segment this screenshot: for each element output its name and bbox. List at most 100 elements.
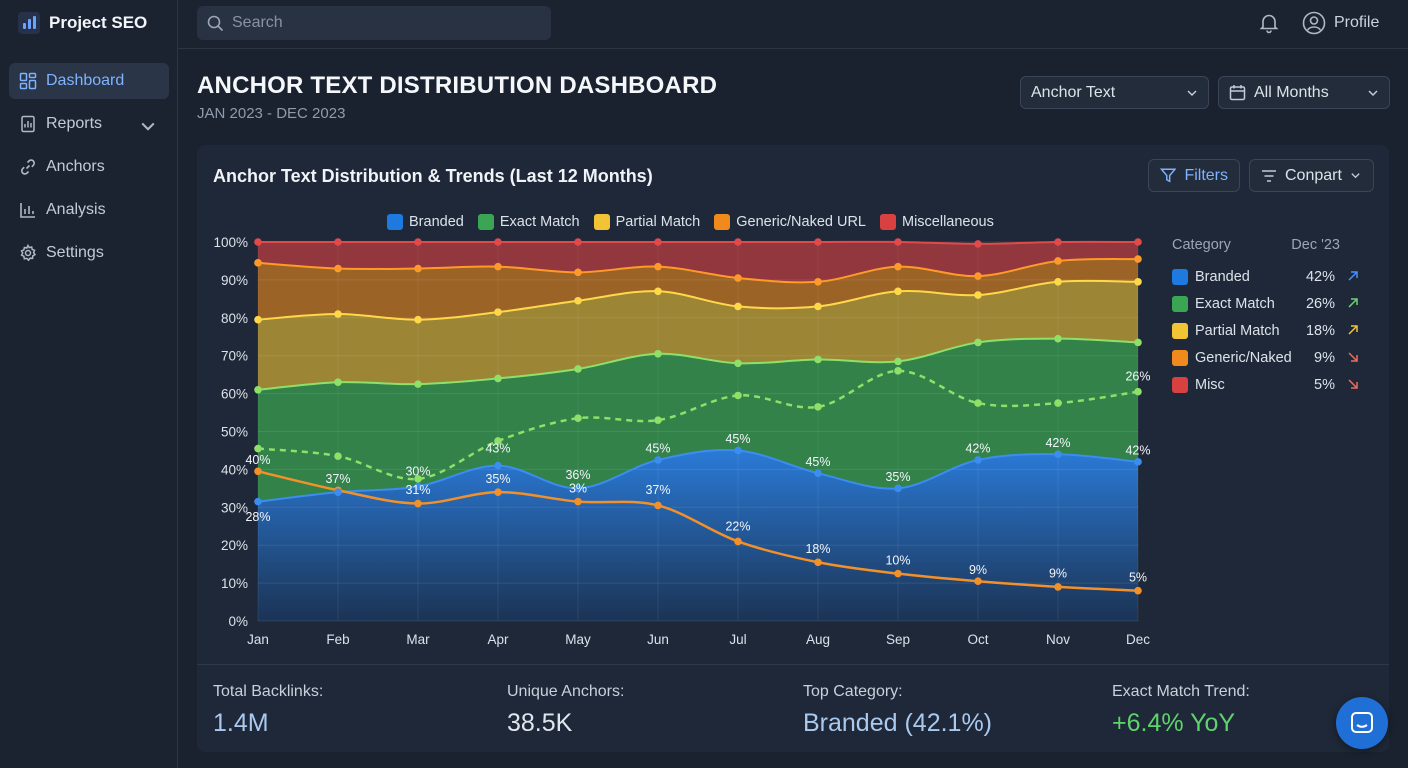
y-tick-label: 20% — [221, 538, 248, 553]
data-point — [1134, 338, 1142, 347]
data-label: 43% — [485, 442, 510, 456]
category-swatch — [1172, 268, 1188, 285]
trend-point — [654, 501, 662, 510]
data-label: 45% — [645, 442, 670, 456]
search-icon — [207, 15, 224, 31]
category-row[interactable]: Partial Match 18% — [1172, 317, 1372, 344]
trend-point — [1134, 586, 1142, 595]
trend-point — [814, 403, 822, 411]
data-point — [494, 238, 502, 246]
search-box[interactable] — [197, 6, 551, 40]
sidebar-item-settings[interactable]: Settings — [9, 235, 169, 271]
category-row[interactable]: Exact Match 26% — [1172, 290, 1372, 317]
data-point — [1054, 257, 1062, 265]
legend-swatch — [714, 214, 731, 230]
chat-support-button[interactable] — [1336, 697, 1388, 749]
y-tick-label: 0% — [228, 614, 248, 629]
category-name: Exact Match — [1195, 295, 1275, 312]
sidebar-item-anchors[interactable]: Anchors — [9, 149, 169, 185]
x-tick-label: Jun — [647, 632, 669, 647]
y-tick-label: 60% — [221, 387, 248, 402]
trend-point — [974, 577, 982, 586]
trend-down-arrow-icon — [1348, 352, 1358, 362]
legend-item[interactable]: Branded — [387, 214, 464, 230]
x-tick-label: Feb — [326, 632, 349, 647]
data-point — [1054, 334, 1062, 343]
sidebar-item-dashboard[interactable]: Dashboard — [9, 63, 169, 99]
topbar: Profile — [178, 0, 1408, 49]
data-point — [974, 240, 982, 248]
trend-point — [894, 569, 902, 578]
data-point — [414, 315, 422, 324]
x-tick-label: Jan — [247, 632, 269, 647]
brand[interactable]: Project SEO — [18, 11, 147, 35]
chevron-down-icon — [1368, 90, 1378, 97]
x-tick-label: May — [565, 632, 591, 647]
data-point — [734, 302, 742, 311]
data-point — [654, 350, 662, 358]
category-row[interactable]: Misc 5% — [1172, 371, 1372, 398]
legend-item[interactable]: Partial Match — [593, 214, 700, 230]
sidebar-item-label: Dashboard — [46, 72, 125, 89]
stat-label: Top Category: — [803, 683, 903, 700]
metric-select-value: Anchor Text — [1031, 83, 1116, 101]
sidebar-item-reports[interactable]: Reports — [9, 106, 169, 142]
compare-button[interactable]: Conpart — [1249, 159, 1374, 192]
data-point — [654, 456, 662, 464]
legend-item[interactable]: Generic/Naked URL — [714, 214, 866, 230]
data-point — [1134, 277, 1142, 286]
chevron-down-icon[interactable] — [139, 117, 157, 135]
data-label: 42% — [1045, 436, 1070, 450]
data-point — [254, 386, 262, 394]
category-row[interactable]: Generic/Naked 9% — [1172, 344, 1372, 371]
data-point — [974, 456, 982, 464]
reports-icon — [21, 115, 35, 133]
data-label: 18% — [805, 542, 830, 556]
sidebar: Project SEO Dashboard Reports Anchors An… — [0, 0, 178, 768]
search-input[interactable] — [232, 14, 532, 32]
data-point — [894, 357, 902, 366]
data-point — [974, 272, 982, 280]
data-point — [574, 268, 582, 277]
chart-card: Anchor Text Distribution & Trends (Last … — [197, 145, 1389, 752]
data-point — [254, 315, 262, 324]
filters-button[interactable]: Filters — [1148, 159, 1240, 192]
period-select[interactable]: All Months — [1218, 76, 1390, 109]
y-tick-label: 50% — [221, 425, 248, 440]
category-row[interactable]: Branded 42% — [1172, 263, 1372, 290]
data-point — [414, 238, 422, 246]
area-generic-naked-url — [258, 259, 1138, 320]
legend-label: Exact Match — [499, 214, 580, 230]
data-label: 22% — [725, 519, 750, 533]
category-swatch — [1172, 349, 1188, 366]
chart-legend: Branded Exact Match Partial Match Generi… — [387, 214, 994, 230]
trend-up-arrow-icon — [1348, 271, 1358, 281]
legend-swatch — [387, 214, 403, 230]
calendar-icon — [1229, 85, 1246, 101]
category-swatch — [1172, 295, 1188, 312]
y-tick-label: 100% — [213, 235, 248, 250]
compare-label: Conpart — [1285, 166, 1342, 184]
trend-point — [494, 437, 502, 445]
filter-icon — [1160, 168, 1177, 183]
trend-point — [414, 475, 422, 483]
trend-point — [254, 467, 262, 476]
data-point — [574, 365, 582, 373]
sidebar-item-label: Settings — [46, 244, 104, 261]
profile-menu[interactable]: Profile — [1302, 11, 1379, 35]
area-exact-match — [258, 338, 1138, 502]
month-header: Dec '23 — [1291, 237, 1340, 253]
category-value: 42% — [1305, 268, 1335, 285]
sidebar-item-analysis[interactable]: Analysis — [9, 192, 169, 228]
notification-bell-icon[interactable] — [1258, 12, 1280, 34]
legend-item[interactable]: Exact Match — [477, 214, 580, 230]
legend-item[interactable]: Miscellaneous — [879, 214, 994, 230]
period-select-value: All Months — [1254, 83, 1329, 101]
data-point — [734, 446, 742, 455]
metric-select[interactable]: Anchor Text — [1020, 76, 1209, 109]
trend-point — [494, 488, 502, 496]
sort-lines-icon — [1262, 169, 1276, 182]
page-subtitle: JAN 2023 - DEC 2023 — [197, 105, 346, 122]
data-label: 36% — [565, 468, 590, 482]
data-point — [334, 378, 342, 387]
